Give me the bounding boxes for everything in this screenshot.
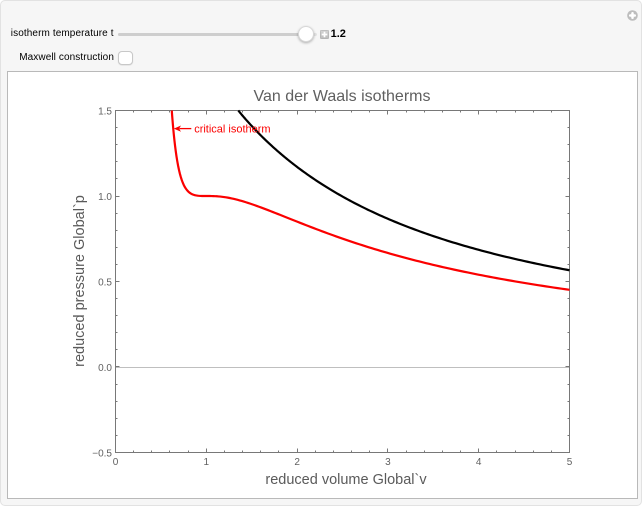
svg-text:1.0: 1.0 (98, 192, 112, 203)
svg-text:reduced volume Global`v: reduced volume Global`v (265, 472, 427, 488)
svg-text:reduced pressure Global`p: reduced pressure Global`p (72, 195, 88, 367)
svg-text:2: 2 (294, 457, 300, 468)
svg-text:1: 1 (204, 457, 210, 468)
svg-text:−0.5: −0.5 (92, 449, 112, 460)
svg-text:5: 5 (567, 457, 573, 468)
svg-text:4: 4 (476, 457, 482, 468)
svg-text:0.5: 0.5 (98, 278, 112, 289)
svg-text:critical isotherm: critical isotherm (194, 123, 270, 135)
svg-text:0.0: 0.0 (98, 363, 112, 374)
svg-text:3: 3 (385, 457, 391, 468)
svg-text:Van der Waals isotherms: Van der Waals isotherms (254, 88, 431, 105)
svg-text:0: 0 (113, 457, 119, 468)
svg-text:1.5: 1.5 (98, 107, 112, 118)
